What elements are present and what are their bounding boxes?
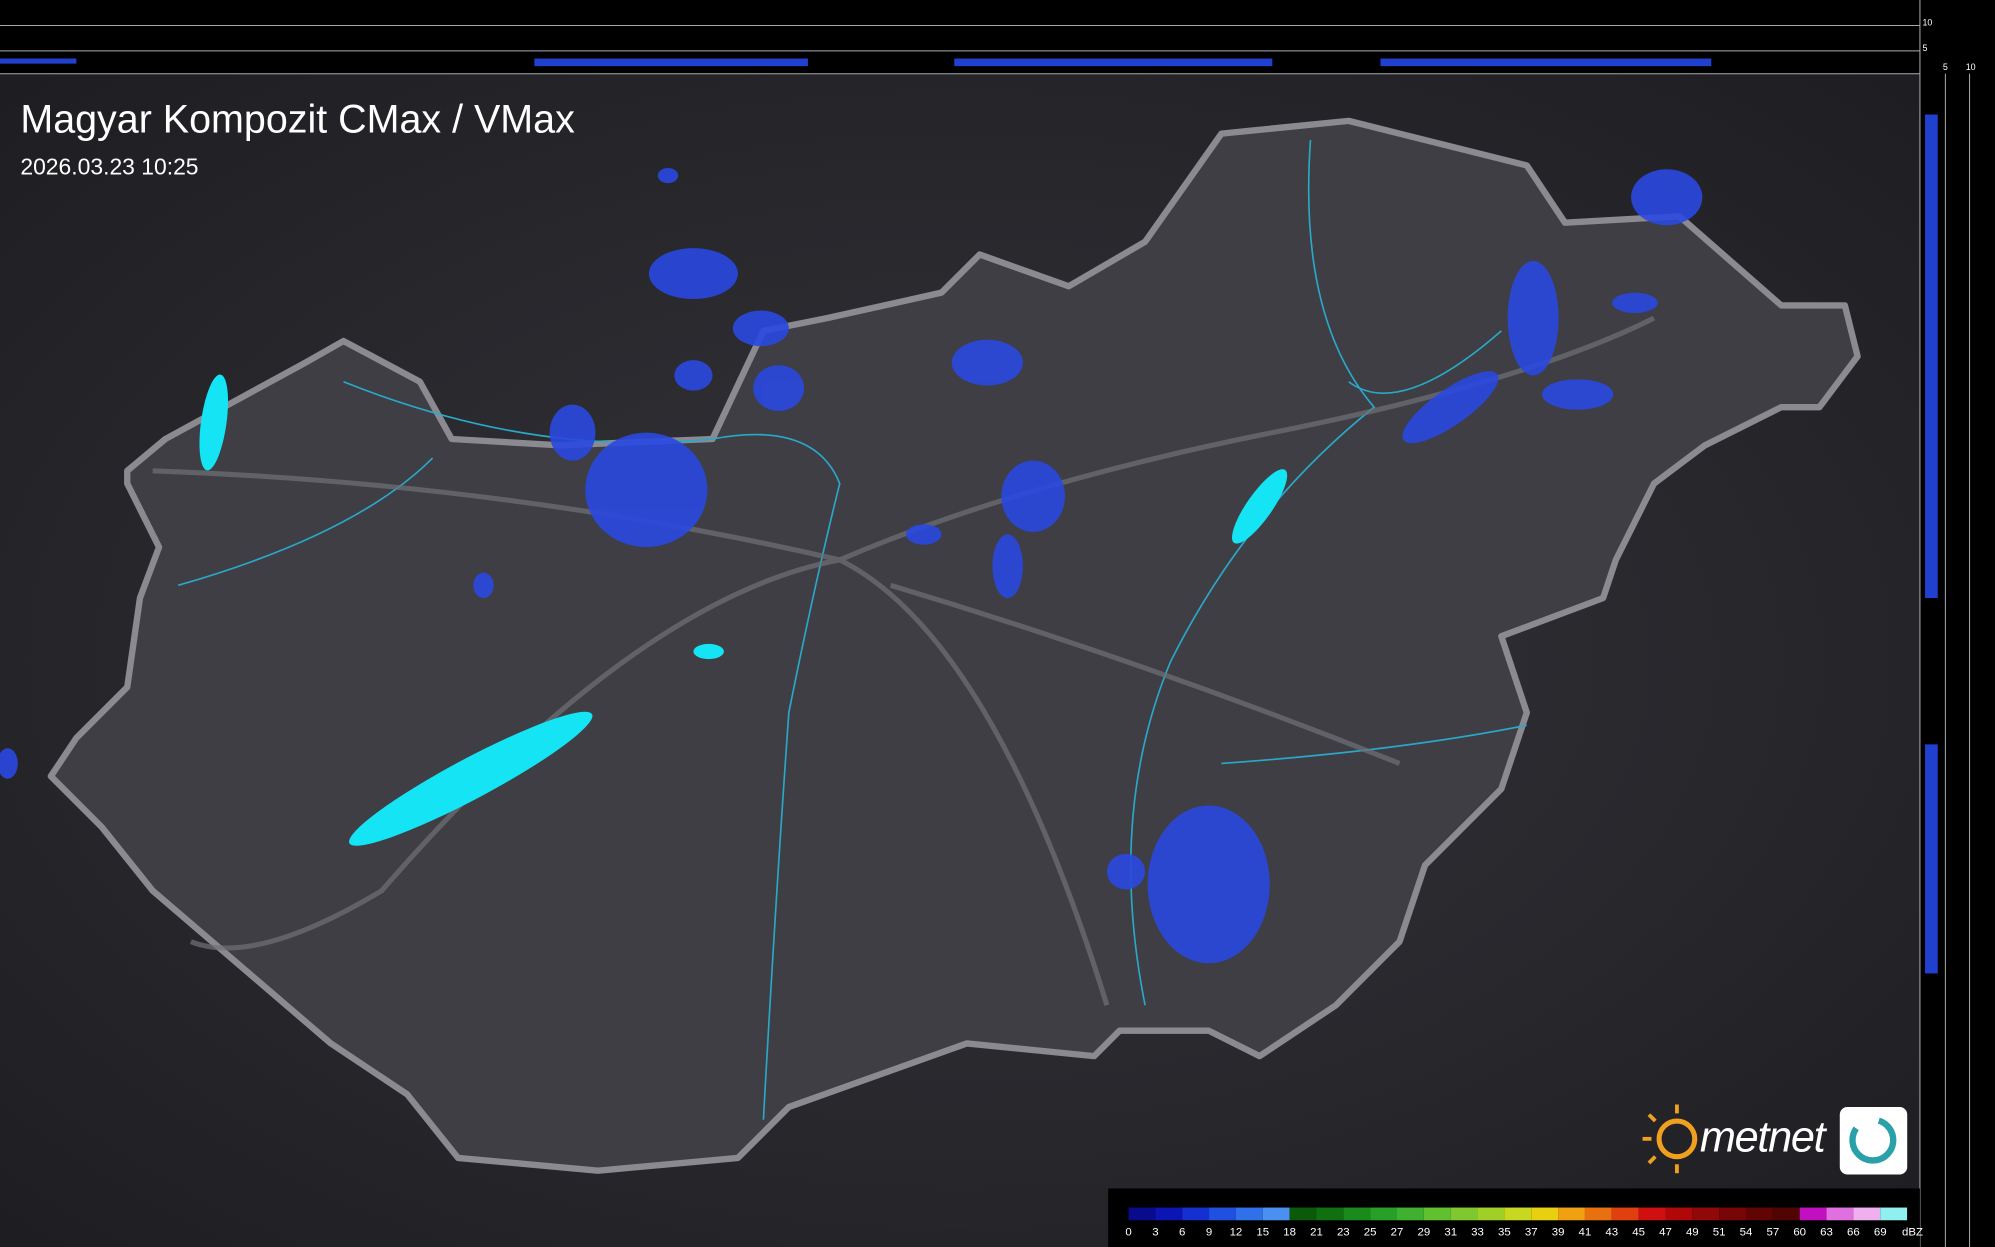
legend-swatch <box>1692 1207 1720 1221</box>
scale-label: 5 <box>1943 62 1948 72</box>
legend-swatch <box>1289 1207 1317 1221</box>
logo: metnet <box>1642 1104 1908 1175</box>
legend-swatch <box>1397 1207 1424 1221</box>
legend-label: 29 <box>1417 1227 1430 1239</box>
precipitation <box>0 167 1703 964</box>
legend-label: 41 <box>1579 1227 1592 1239</box>
lakes <box>199 374 1288 846</box>
legend-swatch <box>1826 1207 1854 1221</box>
legend-swatch <box>1772 1207 1800 1221</box>
legend-swatch <box>1128 1207 1156 1221</box>
legend-label: 47 <box>1659 1227 1672 1239</box>
legend-swatch <box>1531 1207 1559 1221</box>
legend-swatch <box>1719 1207 1747 1221</box>
legend-label: 35 <box>1498 1227 1511 1239</box>
legend-label: 0 <box>1125 1227 1131 1239</box>
legend-swatch <box>1155 1207 1183 1221</box>
legend-swatch <box>1665 1207 1693 1221</box>
legend-swatch <box>1477 1207 1505 1221</box>
legend-label: 66 <box>1847 1227 1860 1239</box>
legend-swatch <box>1182 1207 1210 1221</box>
legend-label: 54 <box>1740 1227 1753 1239</box>
legend-label: 57 <box>1766 1227 1779 1239</box>
title: Magyar Kompozit CMax / VMax <box>20 97 575 141</box>
legend-label: 6 <box>1179 1227 1185 1239</box>
legend-swatch <box>1638 1207 1666 1221</box>
legend-label: 69 <box>1874 1227 1887 1239</box>
legend-swatch <box>1746 1207 1773 1221</box>
logo-text: metnet <box>1700 1114 1828 1162</box>
legend-swatch <box>1423 1207 1451 1221</box>
scale-label: 10 <box>1922 17 1932 27</box>
legend-swatch <box>1611 1207 1639 1221</box>
scale-label: 10 <box>1966 62 1976 72</box>
legend-label: 3 <box>1152 1227 1158 1239</box>
legend-label: 51 <box>1713 1227 1726 1239</box>
legend-swatch <box>1853 1207 1881 1221</box>
legend-label: 37 <box>1525 1227 1538 1239</box>
legend-swatch <box>1316 1207 1344 1221</box>
legend-label: 15 <box>1256 1227 1269 1239</box>
legend-swatch <box>1262 1207 1290 1221</box>
legend-label: 9 <box>1206 1227 1212 1239</box>
legend-swatch <box>1584 1207 1612 1221</box>
legend-swatch <box>1209 1207 1236 1221</box>
legend-swatch <box>1558 1207 1585 1221</box>
profile-echoes <box>0 58 1938 974</box>
timestamp: 2026.03.23 10:25 <box>20 153 198 179</box>
legend-label: 18 <box>1283 1227 1296 1239</box>
legend-label: 45 <box>1632 1227 1645 1239</box>
legend-swatch <box>1880 1207 1908 1221</box>
legend: 0 3 6 9 12 15 18 21 23 25 27 29 31 33 35 37 39 41 43 45 47 49… <box>1125 1207 1923 1239</box>
country <box>47 117 1861 1174</box>
legend-swatch <box>1450 1207 1478 1221</box>
legend-swatch <box>1504 1207 1532 1221</box>
legend-label: 21 <box>1310 1227 1323 1239</box>
legend-label: 12 <box>1230 1227 1243 1239</box>
legend-label: 49 <box>1686 1227 1699 1239</box>
legend-swatch <box>1799 1207 1827 1221</box>
legend-label: 63 <box>1820 1227 1833 1239</box>
legend-label: 60 <box>1793 1227 1806 1239</box>
legend-unit: dBZ <box>1902 1227 1923 1239</box>
legend-label: 27 <box>1391 1227 1404 1239</box>
legend-swatch <box>1343 1207 1371 1221</box>
legend-swatch <box>1235 1207 1263 1221</box>
legend-label: 33 <box>1471 1227 1484 1239</box>
legend-label: 43 <box>1605 1227 1618 1239</box>
legend-label: 23 <box>1337 1227 1350 1239</box>
legend-label: 31 <box>1444 1227 1457 1239</box>
legend-label: 25 <box>1364 1227 1377 1239</box>
scale-label: 5 <box>1922 43 1927 53</box>
legend-swatch <box>1370 1207 1398 1221</box>
legend-label: 39 <box>1552 1227 1565 1239</box>
